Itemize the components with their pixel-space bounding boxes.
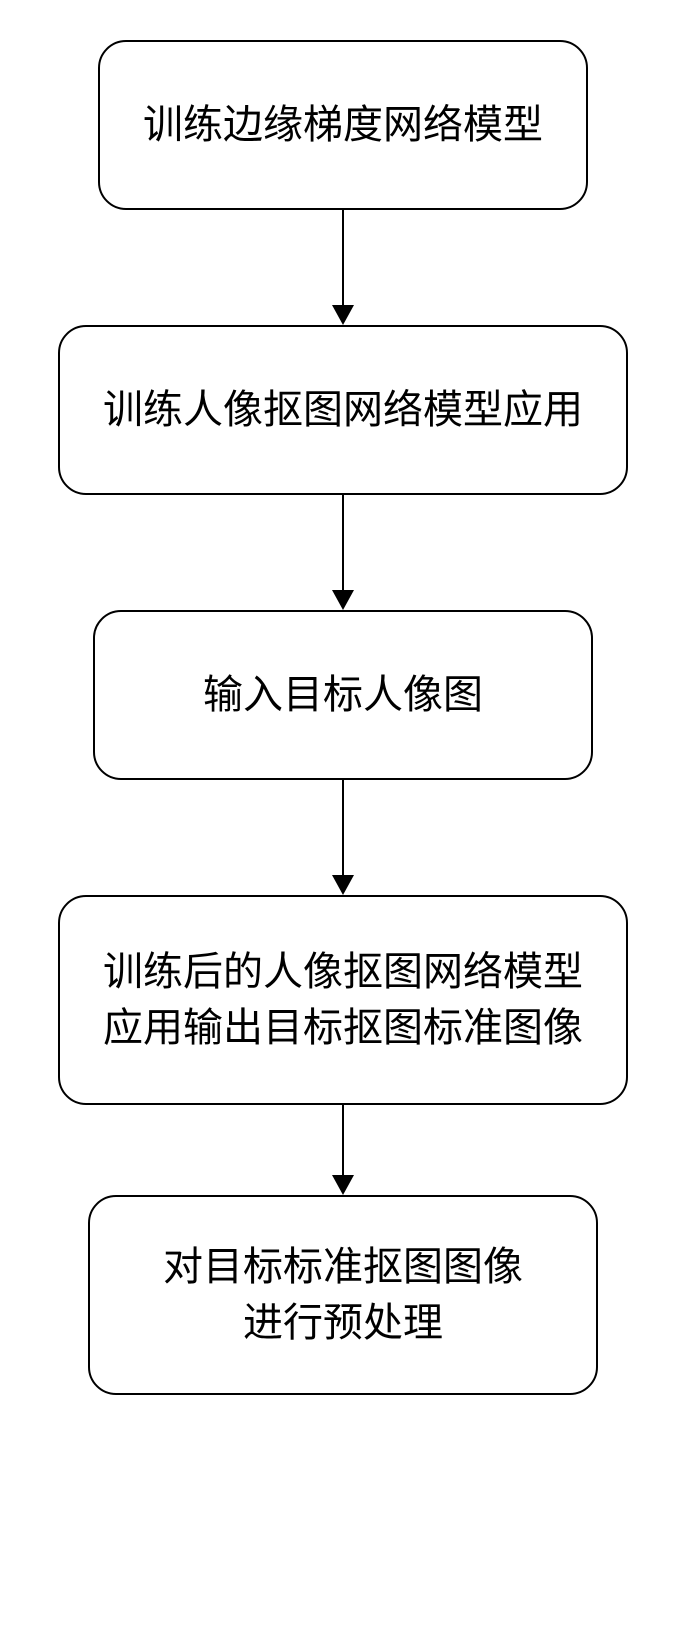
flow-arrow — [332, 1105, 354, 1195]
arrow-head-icon — [332, 875, 354, 895]
arrow-line — [342, 780, 344, 875]
arrow-head-icon — [332, 590, 354, 610]
flow-node-n1: 训练边缘梯度网络模型 — [98, 40, 588, 210]
arrow-head-icon — [332, 1175, 354, 1195]
flow-node-text: 训练后的人像抠图网络模型 应用输出目标抠图标准图像 — [103, 944, 583, 1056]
flowchart-container: 训练边缘梯度网络模型训练人像抠图网络模型应用输入目标人像图训练后的人像抠图网络模… — [58, 40, 628, 1395]
arrow-line — [342, 1105, 344, 1175]
flow-node-n3: 输入目标人像图 — [93, 610, 593, 780]
arrow-line — [342, 210, 344, 305]
arrow-head-icon — [332, 305, 354, 325]
flow-node-text: 训练人像抠图网络模型应用 — [103, 382, 583, 438]
flow-arrow — [332, 780, 354, 895]
arrow-line — [342, 495, 344, 590]
flow-node-n2: 训练人像抠图网络模型应用 — [58, 325, 628, 495]
flow-node-text: 对目标标准抠图图像 进行预处理 — [163, 1239, 523, 1351]
flow-arrow — [332, 210, 354, 325]
flow-node-n5: 对目标标准抠图图像 进行预处理 — [88, 1195, 598, 1395]
flow-arrow — [332, 495, 354, 610]
flow-node-text: 输入目标人像图 — [203, 667, 483, 723]
flow-node-text: 训练边缘梯度网络模型 — [143, 97, 543, 153]
flow-node-n4: 训练后的人像抠图网络模型 应用输出目标抠图标准图像 — [58, 895, 628, 1105]
